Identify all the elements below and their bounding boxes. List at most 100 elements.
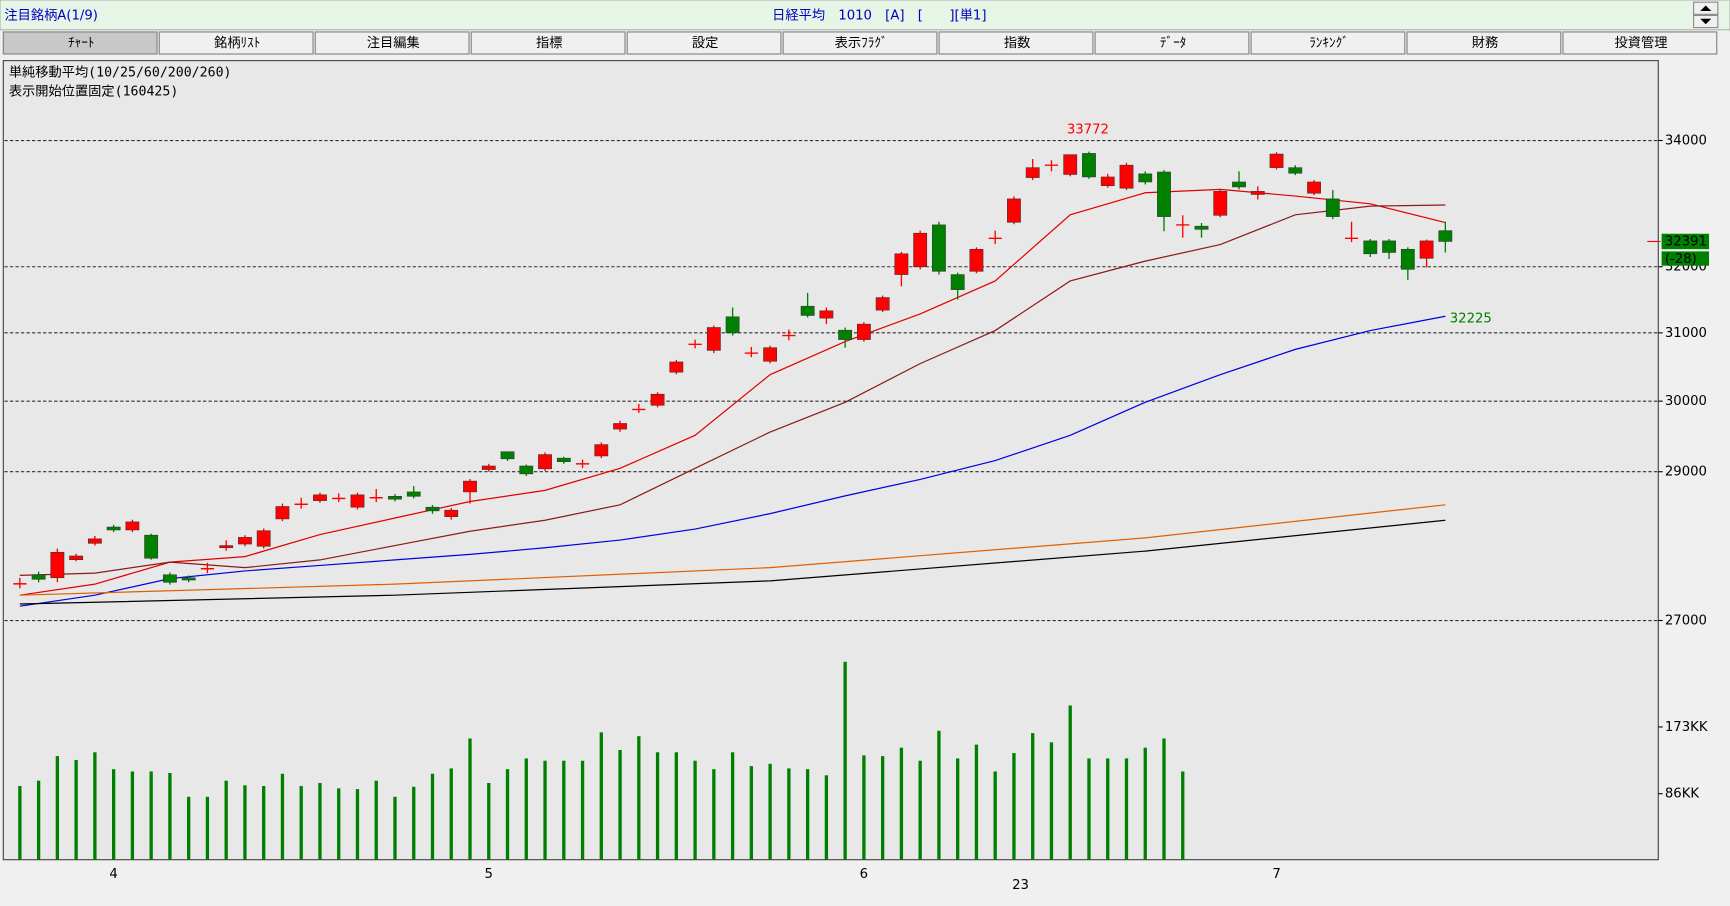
candle-body (275, 506, 290, 520)
volume-bar (1106, 758, 1110, 860)
volume-bar (599, 732, 603, 860)
tab-label[interactable]: ﾗﾝｷﾝｸﾞ (1309, 35, 1349, 51)
tab[interactable] (1250, 31, 1406, 55)
candle-body (106, 526, 121, 531)
tab-label[interactable]: 指数 (1004, 35, 1030, 51)
tab[interactable] (1562, 31, 1718, 55)
candle-body (500, 451, 515, 460)
tab-label[interactable]: 指標 (536, 35, 562, 51)
candle-body (1157, 171, 1171, 217)
candle-body (744, 352, 758, 354)
candle-body (669, 361, 684, 373)
candle-body (1325, 198, 1340, 217)
candle-body (950, 274, 965, 290)
tab-bar: ﾁｬｰﾄ 銘柄ﾘｽﾄ 注目編集 指標 設定 表示ﾌﾗｸﾞ 指数 ﾃﾞｰﾀ ﾗﾝｷﾝｸﾞ 財務 投資管… (2, 31, 1718, 55)
tab-label[interactable]: 注目編集 (367, 35, 420, 51)
volume-bar (18, 786, 22, 860)
y-tick-label: 27000 (1665, 614, 1707, 629)
volume-bar (36, 780, 41, 860)
symbol-info: 日経平均 1010 [A] [ ][単1] (772, 7, 986, 23)
volume-bar (918, 760, 922, 860)
tab-label[interactable]: 表示ﾌﾗｸﾞ (835, 35, 888, 51)
y-tick-label: 31000 (1665, 326, 1707, 341)
volume-bar (899, 747, 904, 860)
candle-body (181, 577, 196, 581)
y-tick-label: 34000 (1665, 134, 1707, 149)
tab-label[interactable]: 設定 (692, 35, 718, 51)
tab-label[interactable]: 財務 (1472, 35, 1498, 51)
start-caption: 表示開始位置固定(160425) (9, 83, 179, 99)
candle-body (31, 574, 46, 580)
volume-bar (187, 796, 191, 860)
candle-body (256, 530, 271, 547)
candle-body (1100, 176, 1115, 186)
candle-body (988, 237, 1002, 239)
candle-body (200, 567, 215, 570)
candle-body (1082, 153, 1096, 178)
tab-label[interactable]: ﾁｬｰﾄ (68, 36, 94, 51)
tab[interactable] (158, 31, 314, 55)
volume-bar (149, 771, 153, 860)
volume-bar (1162, 738, 1166, 860)
scroll-up-arrow (1700, 5, 1712, 12)
tab[interactable] (2, 31, 158, 55)
candle-body (594, 444, 609, 457)
volume-bar (243, 785, 247, 860)
candle-body (575, 463, 590, 465)
tab[interactable] (782, 31, 938, 55)
y2-tick-label: 86KK (1665, 787, 1700, 802)
candle-body (350, 494, 365, 508)
candle-body (1119, 164, 1134, 189)
candle-body (369, 497, 383, 499)
volume-bar (1087, 758, 1091, 860)
volume-bar (1068, 705, 1072, 860)
last-price-box (1661, 233, 1710, 250)
y-tick-label: 30000 (1665, 394, 1707, 409)
tab[interactable] (1094, 31, 1250, 55)
candle-body (1194, 225, 1209, 230)
volume-bar (430, 773, 435, 860)
candle-body (1419, 240, 1434, 259)
tab[interactable] (314, 31, 470, 55)
tab[interactable] (1406, 31, 1562, 55)
volume-bar (318, 782, 322, 860)
volume-bar (880, 756, 885, 860)
candle-body (219, 545, 234, 549)
candle-body (1438, 230, 1453, 242)
candle-body (763, 347, 778, 362)
volume-bar (993, 771, 997, 860)
volume-bar (449, 768, 453, 860)
candle-body (87, 538, 102, 544)
tab[interactable] (626, 31, 782, 55)
candle-body (425, 506, 440, 512)
candle-body (1025, 167, 1040, 178)
moving-average-line (19, 519, 1446, 605)
volume-bar (1031, 733, 1035, 860)
candle-body (444, 509, 459, 518)
candle-body (332, 497, 346, 500)
volume-bar (505, 769, 510, 860)
volume-bar (393, 796, 397, 860)
volume-bar (543, 760, 547, 860)
candle-body (125, 521, 140, 531)
candle-body (1363, 240, 1378, 255)
candle-body (1382, 240, 1396, 253)
tab[interactable] (470, 31, 626, 55)
volume-bar (712, 769, 716, 860)
volume-bar (655, 752, 660, 860)
tab-label[interactable]: ﾃﾞｰﾀ (1160, 35, 1186, 51)
volume-bar (843, 661, 847, 860)
candle-body (538, 454, 552, 470)
volume-bar (768, 763, 772, 860)
candle-body (313, 494, 327, 501)
tab-label[interactable]: 銘柄ﾘｽﾄ (214, 35, 260, 51)
tab[interactable] (938, 31, 1094, 55)
volume-bar (956, 758, 960, 860)
candle-body (388, 496, 402, 500)
candle-body (1288, 167, 1303, 174)
window-title: 注目銘柄A(1/9) (4, 7, 98, 23)
volume-bar (299, 786, 303, 860)
candle-body (238, 537, 252, 545)
volume-bar (637, 736, 641, 860)
tab-label[interactable]: 投資管理 (1615, 35, 1668, 51)
